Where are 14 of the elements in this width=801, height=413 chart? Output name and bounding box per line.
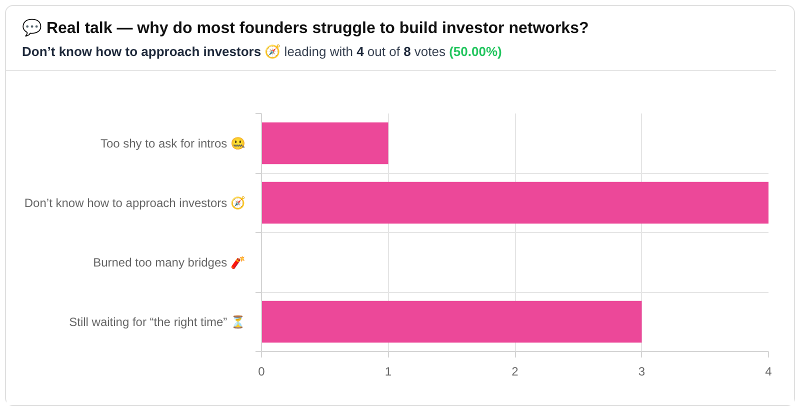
y-tick-label: Too shy to ask for intros 🤐 [100,136,246,150]
y-tick-label: Don’t know how to approach investors 🧭 [24,196,246,210]
chart-title: 💬 Real talk — why do most founders struggle to build investor networks? [22,19,590,39]
x-tick-label: 3 [638,364,646,378]
x-tick-label: 0 [258,364,266,378]
chart-subtitle: Don’t know how to approach investors 🧭 leading with 4 out of 8 votes (50.00%) [22,43,503,61]
y-tick-label: Burned too many bridges 🧨 [93,255,246,270]
y-tick-label: Still waiting for “the right time” ⏳ [69,314,246,329]
bar [262,122,388,164]
x-tick-label: 1 [384,364,392,378]
bar [262,300,642,343]
x-tick-label: 4 [765,364,772,378]
x-tick-label: 2 [512,364,519,378]
bar [262,182,768,224]
